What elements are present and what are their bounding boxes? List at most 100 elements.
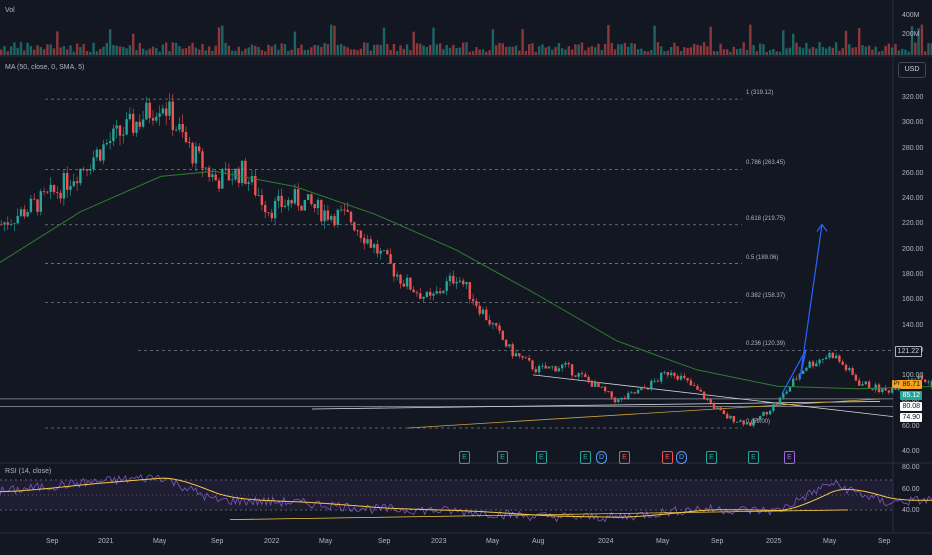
candle-body: [759, 415, 762, 420]
level-a-label: 80.08: [900, 402, 922, 411]
volume-bar: [306, 49, 310, 55]
volume-bar: [349, 49, 353, 55]
volume-bar: [382, 27, 386, 55]
candle-body: [326, 210, 330, 220]
candle-body: [554, 366, 557, 372]
candle-body: [270, 212, 273, 219]
candle-body: [316, 200, 320, 209]
candle-body: [336, 209, 339, 225]
candle-body: [306, 194, 310, 200]
candle-body: [765, 411, 768, 415]
currency-button[interactable]: USD: [898, 62, 926, 78]
dividend-marker[interactable]: D: [676, 451, 687, 464]
volume-bar: [798, 46, 801, 55]
volume-bar: [778, 51, 782, 55]
volume-bar: [732, 46, 735, 55]
volume-bar: [811, 46, 815, 55]
candle-body: [23, 209, 26, 217]
volume-bar: [884, 45, 887, 55]
volume-bar: [105, 43, 108, 55]
rsi-line: [0, 473, 932, 523]
volume-bar: [858, 28, 861, 55]
candle-body: [363, 238, 366, 244]
time-axis-label: May: [153, 538, 167, 545]
volume-bar: [409, 50, 412, 55]
volume-bar: [0, 49, 3, 55]
volume-bar: [584, 50, 587, 55]
candle-body: [742, 420, 745, 425]
volume-bar: [504, 46, 508, 55]
ma-indicator-label[interactable]: MA (50, close, 0, SMA, 5): [5, 64, 85, 71]
volume-bar: [745, 49, 749, 55]
candle-body: [277, 195, 280, 201]
fib-level-label: 0.618 (219.75): [746, 215, 786, 222]
candle-body: [660, 372, 663, 382]
candle-body: [267, 212, 270, 213]
volume-bar: [485, 51, 488, 55]
candle-body: [257, 195, 260, 196]
candle-body: [831, 352, 834, 359]
volume-bar: [551, 49, 554, 55]
dividend-marker[interactable]: D: [596, 451, 607, 464]
candle-body: [547, 366, 551, 369]
volume-bar: [782, 30, 785, 55]
rsi-label[interactable]: RSI (14, close): [5, 468, 52, 475]
earnings-marker[interactable]: E: [497, 451, 508, 464]
candle-body: [92, 157, 95, 169]
volume-bar: [343, 46, 346, 55]
volume-bar: [33, 49, 36, 55]
earnings-marker[interactable]: E: [619, 451, 630, 464]
volume-bar: [231, 50, 234, 55]
earnings-marker[interactable]: E: [536, 451, 547, 464]
earnings-marker[interactable]: E: [748, 451, 759, 464]
volume-bar: [273, 44, 277, 55]
earnings-marker[interactable]: E: [784, 451, 795, 464]
volume-bar: [389, 49, 392, 55]
earnings-marker[interactable]: E: [459, 451, 470, 464]
candle-body: [432, 293, 435, 296]
volume-bar: [676, 46, 679, 55]
candle-body: [188, 142, 191, 143]
earnings-marker[interactable]: E: [580, 451, 591, 464]
volume-bar: [452, 44, 455, 55]
candle-body: [429, 291, 432, 296]
volume-bar: [224, 42, 227, 55]
candle-body: [561, 364, 564, 369]
candle-body: [844, 364, 848, 371]
volume-bar: [122, 46, 125, 55]
volume-bar: [805, 42, 808, 55]
candle-body: [735, 421, 739, 423]
candle-body: [250, 175, 254, 183]
candle-body: [442, 290, 445, 294]
volume-bar: [293, 31, 297, 55]
price-tick: 40.00: [902, 448, 920, 455]
candle-body: [59, 192, 62, 199]
volume-bar: [488, 50, 491, 55]
volume-bar: [524, 50, 528, 55]
volume-bar: [765, 51, 768, 55]
volume-bar: [471, 51, 475, 55]
candle-body: [491, 323, 495, 325]
volume-bar: [699, 45, 702, 55]
earnings-marker[interactable]: E: [662, 451, 673, 464]
earnings-marker[interactable]: E: [706, 451, 717, 464]
candle-body: [683, 375, 686, 378]
volume-bar: [900, 48, 904, 55]
time-axis-label: Sep: [878, 538, 891, 545]
candle-body: [42, 191, 46, 192]
volume-bar: [405, 44, 409, 55]
volume-bar: [3, 46, 6, 55]
price-tick: 280.00: [902, 144, 924, 152]
volume-bar: [752, 45, 755, 55]
price-tick: 300.00: [902, 119, 924, 127]
candle-body: [108, 141, 112, 144]
volume-bar: [323, 43, 326, 55]
candle-body: [287, 200, 290, 206]
candle-body: [821, 359, 825, 360]
price-tick: 80.00: [902, 397, 920, 405]
candle-body: [699, 389, 702, 392]
candle-body: [207, 167, 211, 178]
volume-bar: [442, 49, 445, 55]
